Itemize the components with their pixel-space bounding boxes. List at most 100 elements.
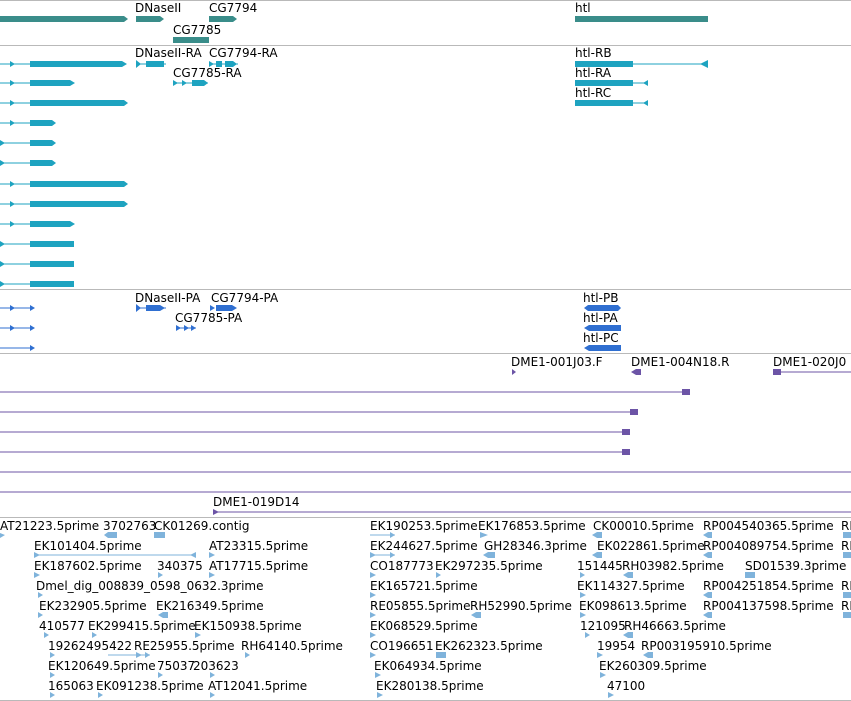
est-feature[interactable] bbox=[703, 592, 712, 598]
est-feature[interactable] bbox=[44, 632, 49, 638]
transcript-row[interactable] bbox=[0, 261, 74, 267]
est-feature[interactable] bbox=[623, 632, 633, 638]
est-feature[interactable] bbox=[195, 632, 201, 638]
est-feature[interactable] bbox=[375, 672, 381, 678]
est-feature[interactable] bbox=[50, 672, 55, 678]
protein-row[interactable] bbox=[0, 305, 35, 311]
est-feature[interactable] bbox=[843, 612, 851, 618]
est-feature[interactable] bbox=[483, 552, 495, 558]
est-feature[interactable] bbox=[158, 572, 163, 578]
est-feature[interactable] bbox=[370, 652, 376, 658]
est-feature[interactable] bbox=[98, 692, 103, 698]
est-feature[interactable] bbox=[703, 532, 712, 538]
est-feature[interactable] bbox=[158, 672, 163, 678]
transcript-htl-rb[interactable] bbox=[575, 60, 708, 68]
est-feature[interactable] bbox=[158, 612, 168, 618]
transcript-cg7794-ra[interactable] bbox=[209, 61, 238, 67]
est-feature[interactable] bbox=[34, 572, 40, 578]
est-feature[interactable] bbox=[843, 592, 851, 598]
transcript-row[interactable] bbox=[0, 181, 128, 187]
est-feature[interactable] bbox=[370, 612, 376, 618]
est-feature[interactable] bbox=[703, 612, 712, 618]
est-feature[interactable] bbox=[592, 532, 602, 538]
clone-span-row[interactable] bbox=[0, 449, 630, 455]
transcript-row[interactable] bbox=[0, 61, 127, 67]
est-feature[interactable] bbox=[370, 572, 376, 578]
est-feature[interactable] bbox=[623, 572, 633, 578]
transcript-row[interactable] bbox=[0, 140, 56, 146]
est-feature[interactable] bbox=[370, 632, 376, 638]
est-feature[interactable] bbox=[608, 692, 614, 698]
transcript-row[interactable] bbox=[0, 281, 74, 287]
protein-dnaseii-pa[interactable] bbox=[136, 304, 166, 312]
est-feature[interactable] bbox=[38, 592, 43, 598]
transcript-row[interactable] bbox=[0, 201, 128, 207]
transcript-row[interactable] bbox=[0, 80, 75, 86]
est-feature[interactable] bbox=[580, 612, 586, 618]
est-feature[interactable] bbox=[209, 552, 215, 558]
est-feature[interactable] bbox=[50, 652, 55, 658]
protein-row[interactable] bbox=[0, 345, 35, 351]
clone-dme1-004n18-r[interactable] bbox=[631, 369, 641, 375]
est-feature[interactable] bbox=[843, 532, 851, 538]
est-feature[interactable] bbox=[703, 552, 712, 558]
protein-htl-pc[interactable] bbox=[584, 345, 621, 351]
est-feature[interactable] bbox=[480, 532, 488, 538]
protein-htl-pa[interactable] bbox=[584, 325, 621, 331]
transcript-row[interactable] bbox=[0, 221, 75, 227]
est-feature[interactable] bbox=[580, 572, 585, 578]
est-feature[interactable] bbox=[436, 572, 441, 578]
gene-feature-htl[interactable] bbox=[575, 16, 708, 22]
est-feature[interactable] bbox=[108, 652, 150, 658]
est-feature[interactable] bbox=[154, 532, 165, 538]
est-feature[interactable] bbox=[210, 692, 215, 698]
est-feature[interactable] bbox=[600, 672, 606, 678]
est-feature[interactable] bbox=[38, 612, 43, 618]
est-label: 340375 bbox=[157, 559, 203, 573]
clone-span-row[interactable] bbox=[0, 389, 690, 395]
clone-span-row[interactable] bbox=[0, 429, 630, 435]
transcript-row[interactable] bbox=[0, 160, 56, 166]
transcript-htl-rc[interactable] bbox=[575, 100, 648, 106]
est-feature[interactable] bbox=[50, 692, 55, 698]
clone-dme1-001j03-f[interactable] bbox=[512, 369, 516, 375]
est-feature[interactable] bbox=[104, 532, 117, 538]
est-feature[interactable] bbox=[580, 592, 586, 598]
est-label: EK101404.5prime bbox=[34, 539, 142, 553]
est-feature[interactable] bbox=[245, 652, 250, 658]
transcript-row[interactable] bbox=[0, 120, 56, 126]
clone-dme1-020j0[interactable] bbox=[773, 369, 851, 375]
transcript-htl-ra[interactable] bbox=[575, 80, 648, 86]
gene-feature-cg7794[interactable] bbox=[209, 16, 237, 22]
est-feature[interactable] bbox=[592, 552, 602, 558]
transcript-cg7785-ra[interactable] bbox=[173, 80, 208, 86]
transcript-row[interactable] bbox=[0, 100, 128, 106]
est-feature[interactable] bbox=[585, 632, 590, 638]
protein-row[interactable] bbox=[0, 325, 35, 331]
est-feature[interactable] bbox=[377, 692, 383, 698]
est-feature[interactable] bbox=[370, 552, 395, 558]
protein-cg7794-pa[interactable] bbox=[210, 305, 237, 311]
est-feature[interactable] bbox=[843, 552, 851, 558]
est-feature[interactable] bbox=[745, 572, 755, 578]
est-feature[interactable] bbox=[210, 672, 215, 678]
est-feature[interactable] bbox=[92, 632, 97, 638]
transcript-dnaseii-ra[interactable] bbox=[136, 60, 166, 68]
est-feature[interactable] bbox=[370, 532, 395, 538]
est-feature[interactable] bbox=[643, 652, 653, 658]
est-feature[interactable] bbox=[436, 652, 446, 658]
est-feature[interactable] bbox=[0, 533, 5, 538]
gene-feature-dnaseii[interactable] bbox=[136, 16, 164, 22]
protein-cg7785-pa[interactable] bbox=[176, 325, 196, 331]
est-feature[interactable] bbox=[370, 592, 376, 598]
est-feature[interactable] bbox=[209, 572, 215, 578]
est-feature[interactable] bbox=[471, 612, 481, 618]
gene-feature-cg7785[interactable] bbox=[173, 37, 209, 43]
protein-htl-pb[interactable] bbox=[584, 305, 621, 311]
transcript-row[interactable] bbox=[0, 241, 74, 247]
est-feature[interactable] bbox=[597, 652, 603, 658]
gene-feature-left[interactable] bbox=[0, 16, 128, 22]
clone-dme1-019d14[interactable] bbox=[213, 509, 851, 515]
est-feature[interactable] bbox=[34, 552, 196, 558]
clone-span-row[interactable] bbox=[0, 409, 638, 415]
